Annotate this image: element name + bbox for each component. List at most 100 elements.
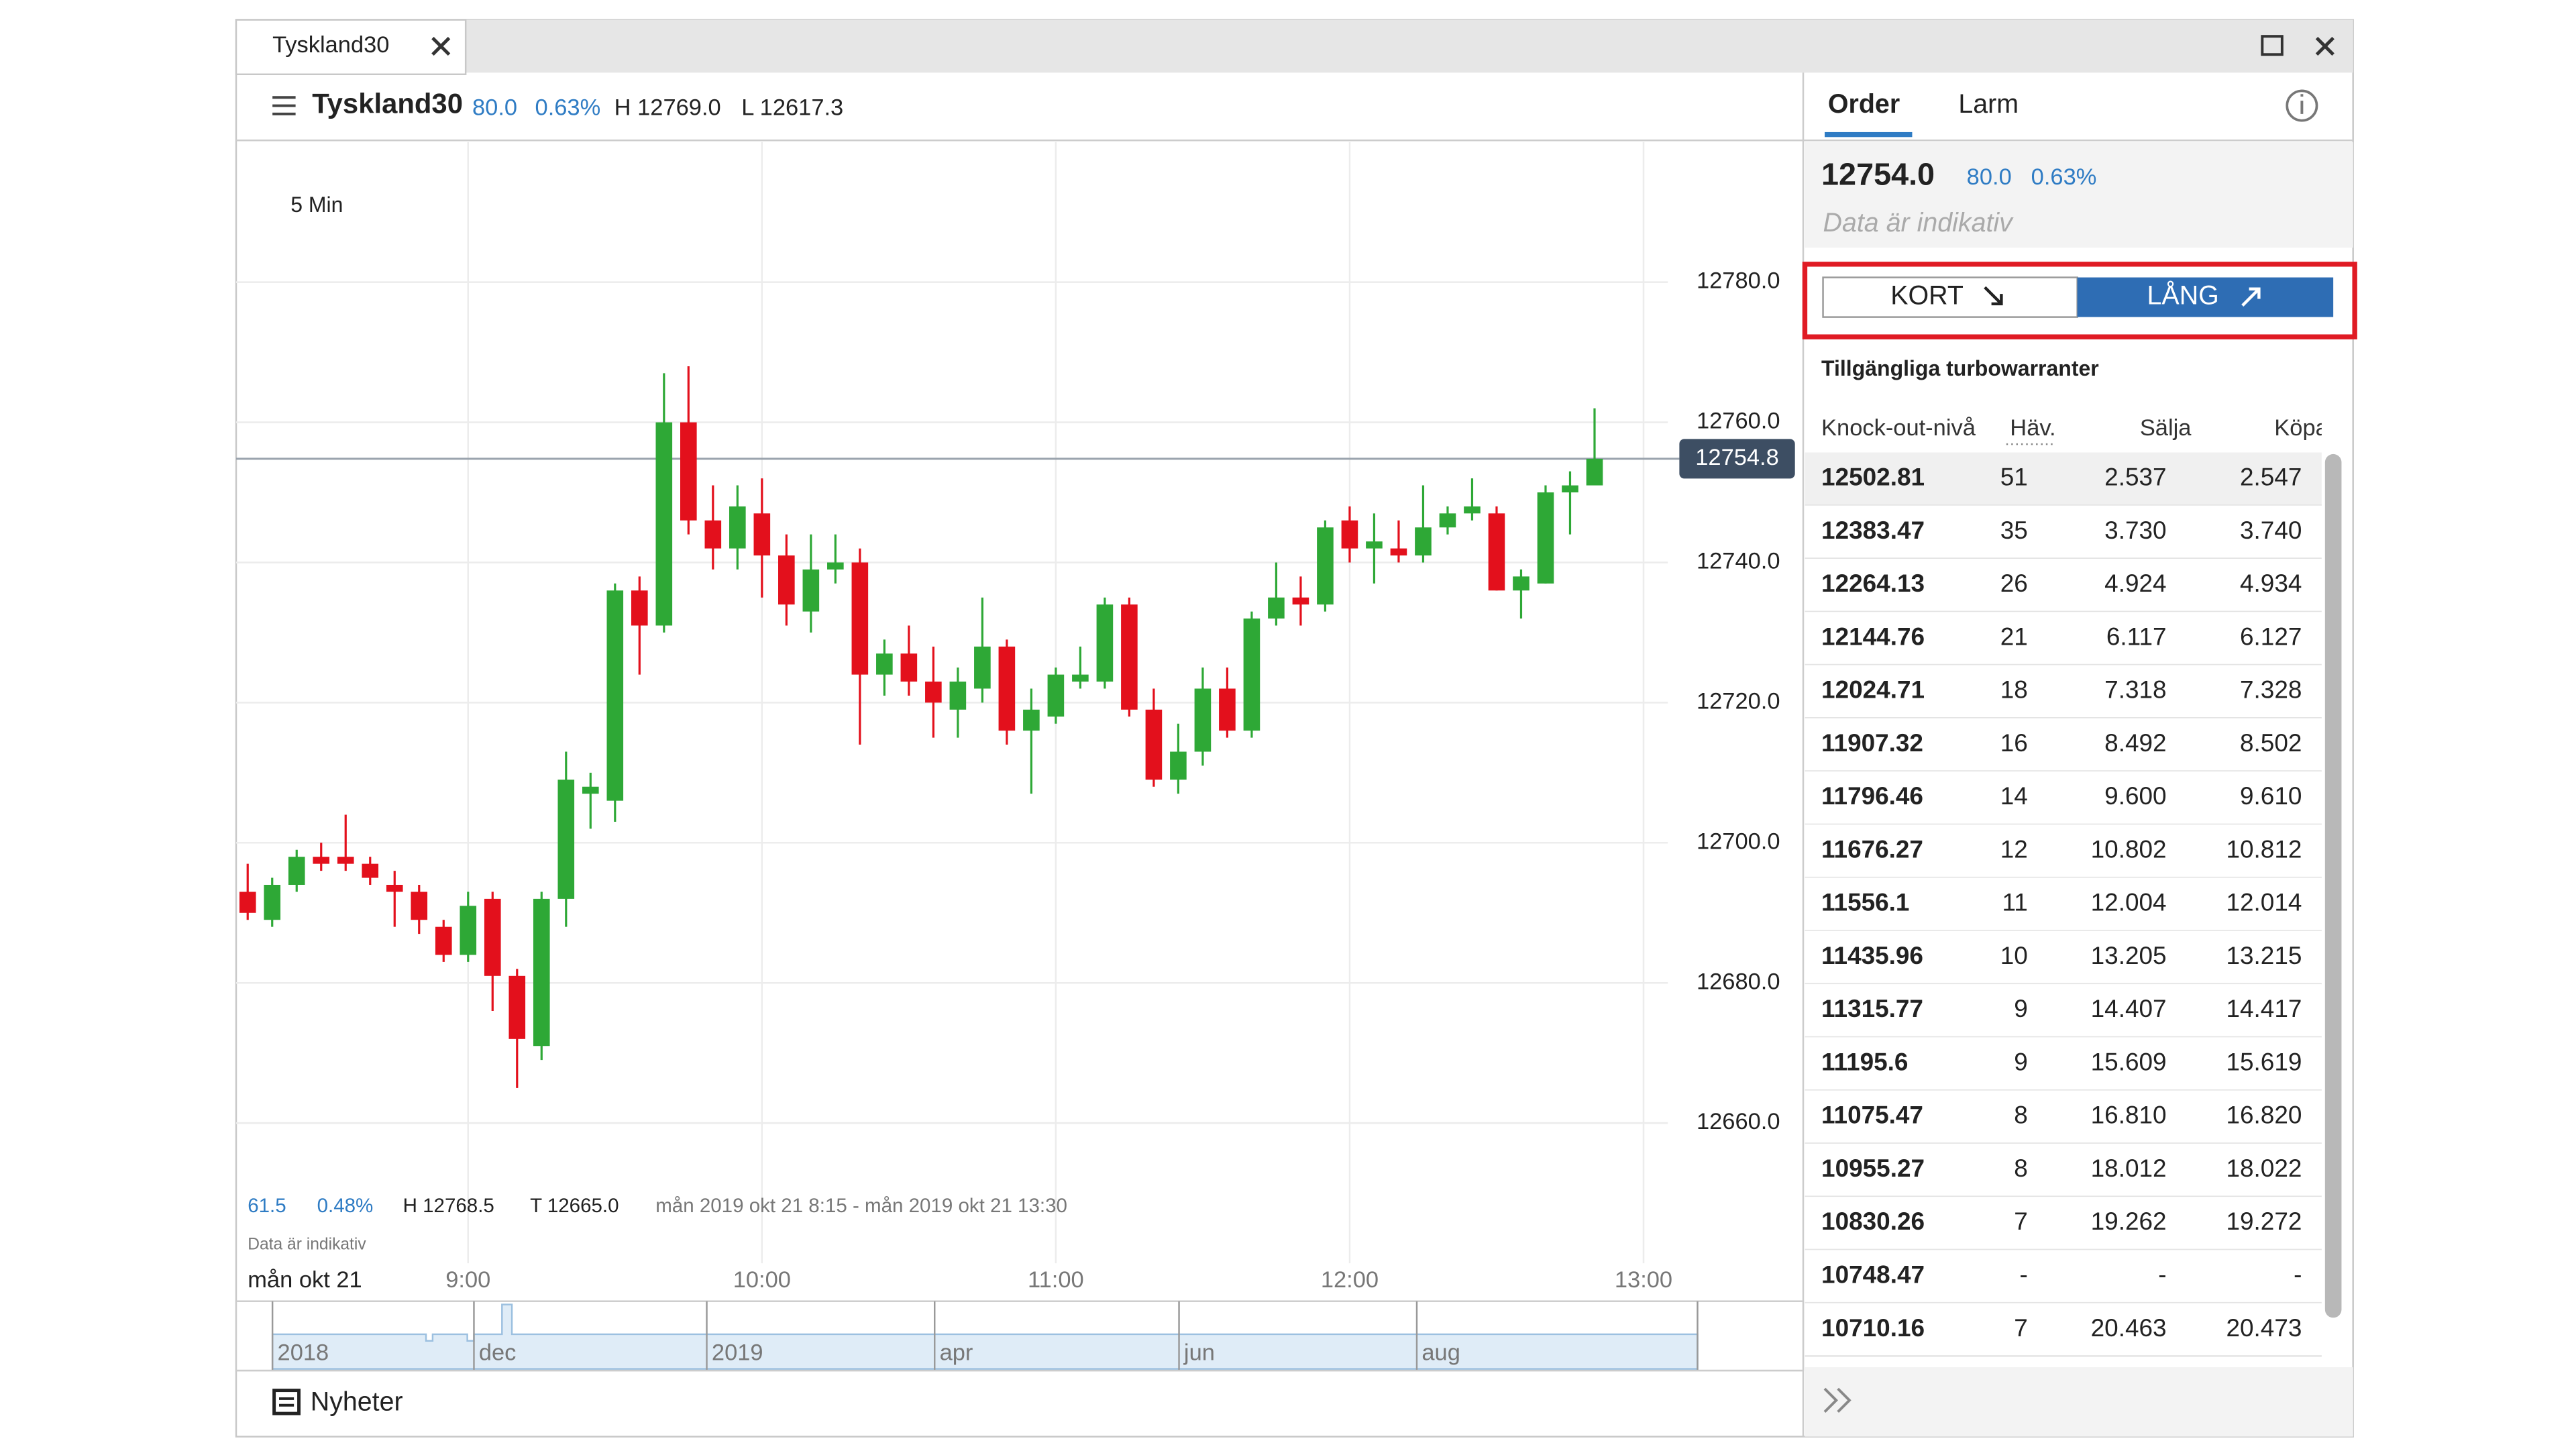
- cell: 4.924: [2104, 570, 2166, 597]
- price: 12754.0: [1821, 157, 1935, 192]
- cell: 7: [2014, 1314, 2028, 1342]
- news[interactable]: Nyheter: [311, 1387, 403, 1417]
- cell: 11315.77: [1821, 995, 1923, 1022]
- row[interactable]: [1805, 1303, 2322, 1356]
- menu[interactable]: [272, 96, 296, 115]
- navigator-label: dec: [479, 1340, 517, 1366]
- candle-body: [851, 562, 869, 675]
- candle-body: [1194, 688, 1212, 752]
- short-button[interactable]: [1822, 276, 2078, 318]
- cell: 11075.47: [1821, 1102, 1923, 1129]
- arrow: [2241, 287, 2261, 307]
- row[interactable]: [1805, 718, 2322, 772]
- row[interactable]: [1805, 930, 2322, 985]
- cell: 12024.71: [1821, 676, 1925, 704]
- cell: 11556.1: [1821, 889, 1909, 916]
- candle-body: [1562, 485, 1578, 492]
- expand[interactable]: [1823, 1387, 1851, 1413]
- cell: 12383.47: [1821, 517, 1925, 544]
- cell: 13.215: [2226, 942, 2302, 969]
- row[interactable]: [1805, 558, 2322, 612]
- row[interactable]: [1805, 877, 2322, 931]
- cell: 10955.27: [1821, 1155, 1925, 1182]
- navigator-label: jun: [1183, 1340, 1215, 1366]
- y-tick-label: 12680.0: [1697, 969, 1780, 994]
- candle-body: [1464, 506, 1481, 514]
- cell: 8: [2014, 1155, 2028, 1182]
- candle-body: [729, 506, 746, 549]
- row[interactable]: [1805, 824, 2322, 878]
- cell: 12.004: [2091, 889, 2167, 916]
- scrollbar[interactable]: [2324, 453, 2342, 1318]
- info-pct: 0.48%: [317, 1195, 374, 1217]
- candle-body: [1047, 674, 1065, 717]
- long-button[interactable]: [2077, 277, 2334, 317]
- row[interactable]: [1805, 984, 2322, 1038]
- cell: 6.127: [2240, 623, 2302, 650]
- cell: 16: [2000, 729, 2028, 757]
- candle-body: [508, 975, 526, 1039]
- maximize[interactable]: [2261, 35, 2284, 56]
- cell: 15.619: [2226, 1048, 2302, 1075]
- candle-body: [753, 513, 771, 556]
- row[interactable]: [1805, 771, 2322, 825]
- cell: -: [2019, 1261, 2027, 1289]
- candle-body: [1341, 520, 1358, 549]
- cell: 8.492: [2104, 729, 2166, 757]
- chart: 9:00 10:00 11:00 12:00 13:00 12660.0 12680.0 12…: [236, 142, 1795, 1293]
- row[interactable]: [1805, 1197, 2322, 1250]
- cell: 10830.26: [1821, 1208, 1925, 1235]
- candle-body: [998, 646, 1016, 731]
- cell: 19.272: [2226, 1208, 2302, 1235]
- tab-order[interactable]: Order: [1828, 89, 1900, 119]
- candle-body: [288, 857, 305, 885]
- candle-body: [1096, 604, 1114, 682]
- row[interactable]: [1805, 505, 2322, 559]
- last-price-label: 12754.8: [1695, 445, 1779, 470]
- column-header: Köpa: [2274, 415, 2328, 441]
- short-label: KORT: [1890, 280, 1964, 310]
- navigator-label: aug: [1421, 1340, 1460, 1366]
- candle-body: [582, 786, 599, 794]
- y-tick-label: 12700.0: [1697, 828, 1780, 854]
- cell: 12: [2000, 835, 2028, 863]
- row[interactable]: [1805, 1037, 2322, 1091]
- row[interactable]: [1805, 452, 2322, 506]
- change-pct: 0.63%: [535, 95, 601, 121]
- candle-body: [1366, 541, 1383, 549]
- tab-alarm[interactable]: Larm: [1958, 89, 2019, 119]
- tab[interactable]: [235, 19, 467, 76]
- news-icon: [279, 1397, 294, 1407]
- info-icon[interactable]: [2286, 89, 2318, 122]
- candle-body: [827, 562, 844, 570]
- cell: 7.318: [2104, 676, 2166, 704]
- cell: 10748.47: [1821, 1261, 1925, 1289]
- tab-close[interactable]: [431, 36, 451, 56]
- row[interactable]: [1805, 665, 2322, 718]
- candle-body: [606, 590, 624, 801]
- candle-body: [1439, 513, 1456, 528]
- cell: 8.502: [2240, 729, 2302, 757]
- cell: 12502.81: [1821, 464, 1925, 491]
- candle-body: [1537, 492, 1554, 584]
- row[interactable]: [1805, 612, 2322, 665]
- cell: 10.812: [2226, 835, 2302, 863]
- cell: 2.547: [2240, 464, 2302, 491]
- row[interactable]: [1805, 1090, 2322, 1144]
- column-header: Sälja: [2140, 415, 2192, 441]
- cell: 11907.32: [1821, 729, 1923, 757]
- cell: 11676.27: [1821, 835, 1923, 863]
- candle-body: [925, 682, 942, 703]
- cell: 3.740: [2240, 517, 2302, 544]
- y-tick-label: 12760.0: [1697, 409, 1780, 434]
- candle-body: [802, 569, 820, 612]
- candle-body: [386, 884, 403, 892]
- panel-footer: [1805, 1367, 2353, 1437]
- row[interactable]: [1805, 1143, 2322, 1197]
- date-label: mån okt 21: [248, 1267, 362, 1293]
- row[interactable]: [1805, 1250, 2322, 1303]
- interval[interactable]: 5 Min: [290, 193, 343, 217]
- x-tick-label: 12:00: [1321, 1267, 1379, 1293]
- candle-body: [1145, 709, 1163, 780]
- close[interactable]: [2315, 36, 2334, 56]
